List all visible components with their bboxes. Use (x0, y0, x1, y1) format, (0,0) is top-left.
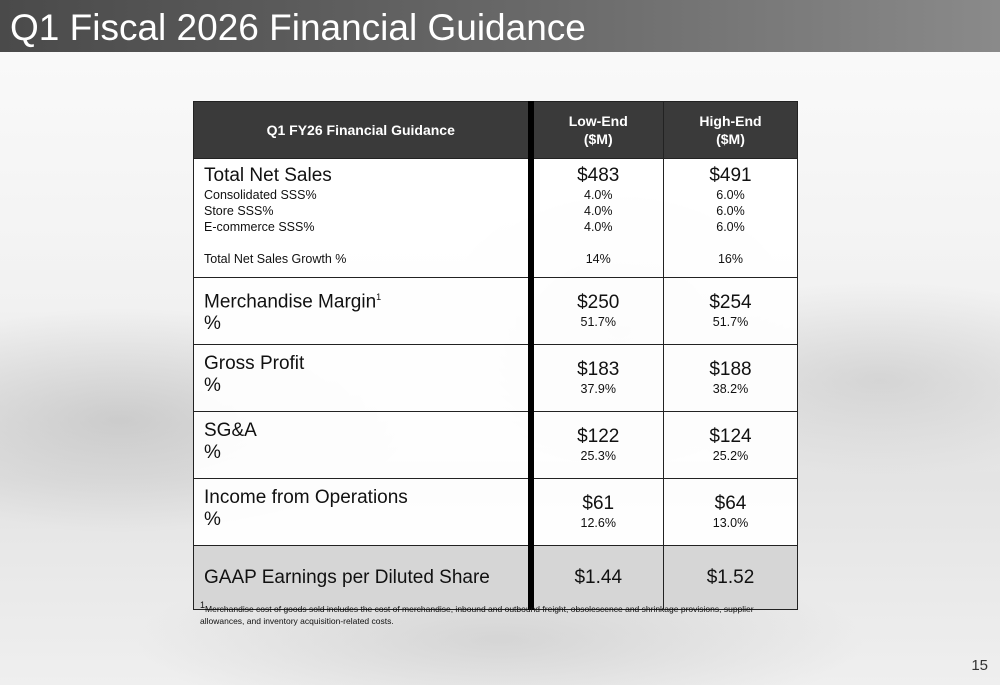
ecommerce-low: 4.0% (584, 220, 613, 234)
store-high: 6.0% (716, 204, 745, 218)
consolidated-low: 4.0% (584, 188, 613, 202)
footnote-mark: 1 (376, 292, 382, 302)
income-ops-label-cell: Income from Operations % (193, 478, 534, 546)
sub-label-store: Store SSS% (204, 204, 274, 218)
header-label-text: Q1 FY26 Financial Guidance (266, 122, 455, 138)
header-high-line1: High-End (699, 113, 762, 129)
net-sales-low-cell: $483 4.0% 4.0% 4.0% 14% (530, 158, 664, 278)
table-row-sga: SG&A % $122 25.3% $124 25.2% (193, 411, 798, 479)
merch-margin-low-pct: 51.7% (580, 315, 616, 329)
title-bar: Q1 Fiscal 2026 Financial Guidance (0, 0, 1000, 52)
eps-low: $1.44 (574, 566, 623, 588)
gross-profit-high-pct: 38.2% (712, 382, 749, 396)
merch-margin-high: $254 (709, 292, 752, 313)
slide-title: Q1 Fiscal 2026 Financial Guidance (10, 7, 586, 48)
eps-label-cell: GAAP Earnings per Diluted Share (193, 545, 534, 610)
merch-margin-label-line: Merchandise Margin1 (204, 286, 528, 313)
table-row-net-sales: Total Net Sales Consolidated SSS% Store … (193, 158, 798, 278)
header-label: Q1 FY26 Financial Guidance (193, 101, 534, 159)
merch-margin-low-cell: $250 51.7% (530, 277, 664, 345)
sga-pct-label: % (204, 442, 221, 463)
net-sales-label-cell: Total Net Sales Consolidated SSS% Store … (193, 158, 534, 278)
net-sales-low: $483 (577, 165, 620, 186)
merch-margin-high-pct: 51.7% (712, 315, 749, 329)
net-sales-high-cell: $491 6.0% 6.0% 6.0% 16% (663, 158, 798, 278)
net-sales-high: $491 (709, 165, 752, 186)
sga-low-pct: 25.3% (580, 449, 616, 463)
sub-label-consolidated: Consolidated SSS% (204, 188, 317, 202)
sub-label-ecommerce: E-commerce SSS% (204, 220, 315, 234)
gross-profit-low-cell: $183 37.9% (530, 344, 664, 412)
income-ops-low: $61 (582, 493, 615, 514)
header-high-end: High-End ($M) (663, 101, 798, 159)
sga-low-cell: $122 25.3% (530, 411, 664, 479)
eps-label: GAAP Earnings per Diluted Share (204, 566, 490, 588)
sga-high: $124 (709, 426, 752, 447)
guidance-table-container: Q1 FY26 Financial Guidance Low-End ($M) … (193, 101, 798, 610)
merch-margin-low: $250 (577, 292, 620, 313)
gross-profit-low-pct: 37.9% (580, 382, 616, 396)
footnote-text: Merchandise cost of goods sold includes … (200, 603, 754, 626)
merch-margin-high-cell: $254 51.7% (663, 277, 798, 345)
header-low-line2: ($M) (583, 131, 613, 147)
eps-high-cell: $1.52 (663, 545, 798, 610)
income-ops-high: $64 (714, 493, 747, 514)
ecommerce-high: 6.0% (716, 220, 745, 234)
income-ops-label: Income from Operations (204, 487, 408, 508)
footnote-marker: 1 (200, 600, 206, 610)
gross-profit-low: $183 (577, 359, 620, 380)
merch-margin-label-cell: Merchandise Margin1 % (193, 277, 534, 345)
eps-low-cell: $1.44 (530, 545, 664, 610)
sga-label-cell: SG&A % (193, 411, 534, 479)
income-ops-low-pct: 12.6% (580, 516, 616, 530)
table-row-eps: GAAP Earnings per Diluted Share $1.44 $1… (193, 545, 798, 610)
gross-profit-pct-label: % (204, 375, 221, 396)
income-ops-pct-label: % (204, 509, 221, 530)
growth-label: Total Net Sales Growth % (204, 252, 347, 266)
gross-profit-label-cell: Gross Profit % (193, 344, 534, 412)
income-ops-high-cell: $64 13.0% (663, 478, 798, 546)
gross-profit-label: Gross Profit (204, 353, 305, 374)
sga-label: SG&A (204, 420, 257, 441)
sga-low: $122 (577, 426, 620, 447)
gross-profit-high: $188 (709, 359, 752, 380)
header-low-end: Low-End ($M) (530, 101, 664, 159)
gross-profit-high-cell: $188 38.2% (663, 344, 798, 412)
sga-high-pct: 25.2% (712, 449, 749, 463)
guidance-table: Q1 FY26 Financial Guidance Low-End ($M) … (193, 101, 798, 610)
header-high-line2: ($M) (716, 131, 745, 147)
net-sales-label: Total Net Sales (204, 165, 332, 186)
header-low-line1: Low-End (568, 113, 628, 129)
table-row-gross-profit: Gross Profit % $183 37.9% $188 38.2% (193, 344, 798, 412)
table-row-income-ops: Income from Operations % $61 12.6% $64 1… (193, 478, 798, 546)
income-ops-high-pct: 13.0% (712, 516, 749, 530)
footnote: 1Merchandise cost of goods sold includes… (200, 599, 800, 627)
merch-margin-label: Merchandise Margin (204, 291, 377, 313)
growth-high: 16% (717, 252, 744, 266)
sga-high-cell: $124 25.2% (663, 411, 798, 479)
page-number: 15 (971, 657, 988, 674)
consolidated-high: 6.0% (716, 188, 745, 202)
eps-high: $1.52 (706, 566, 755, 588)
merch-margin-pct-label: % (204, 313, 221, 335)
income-ops-low-cell: $61 12.6% (530, 478, 664, 546)
table-header-row: Q1 FY26 Financial Guidance Low-End ($M) … (193, 101, 798, 159)
growth-low: 14% (585, 252, 611, 266)
store-low: 4.0% (584, 204, 613, 218)
table-row-merch-margin: Merchandise Margin1 % $250 51.7% $254 51… (193, 277, 798, 345)
